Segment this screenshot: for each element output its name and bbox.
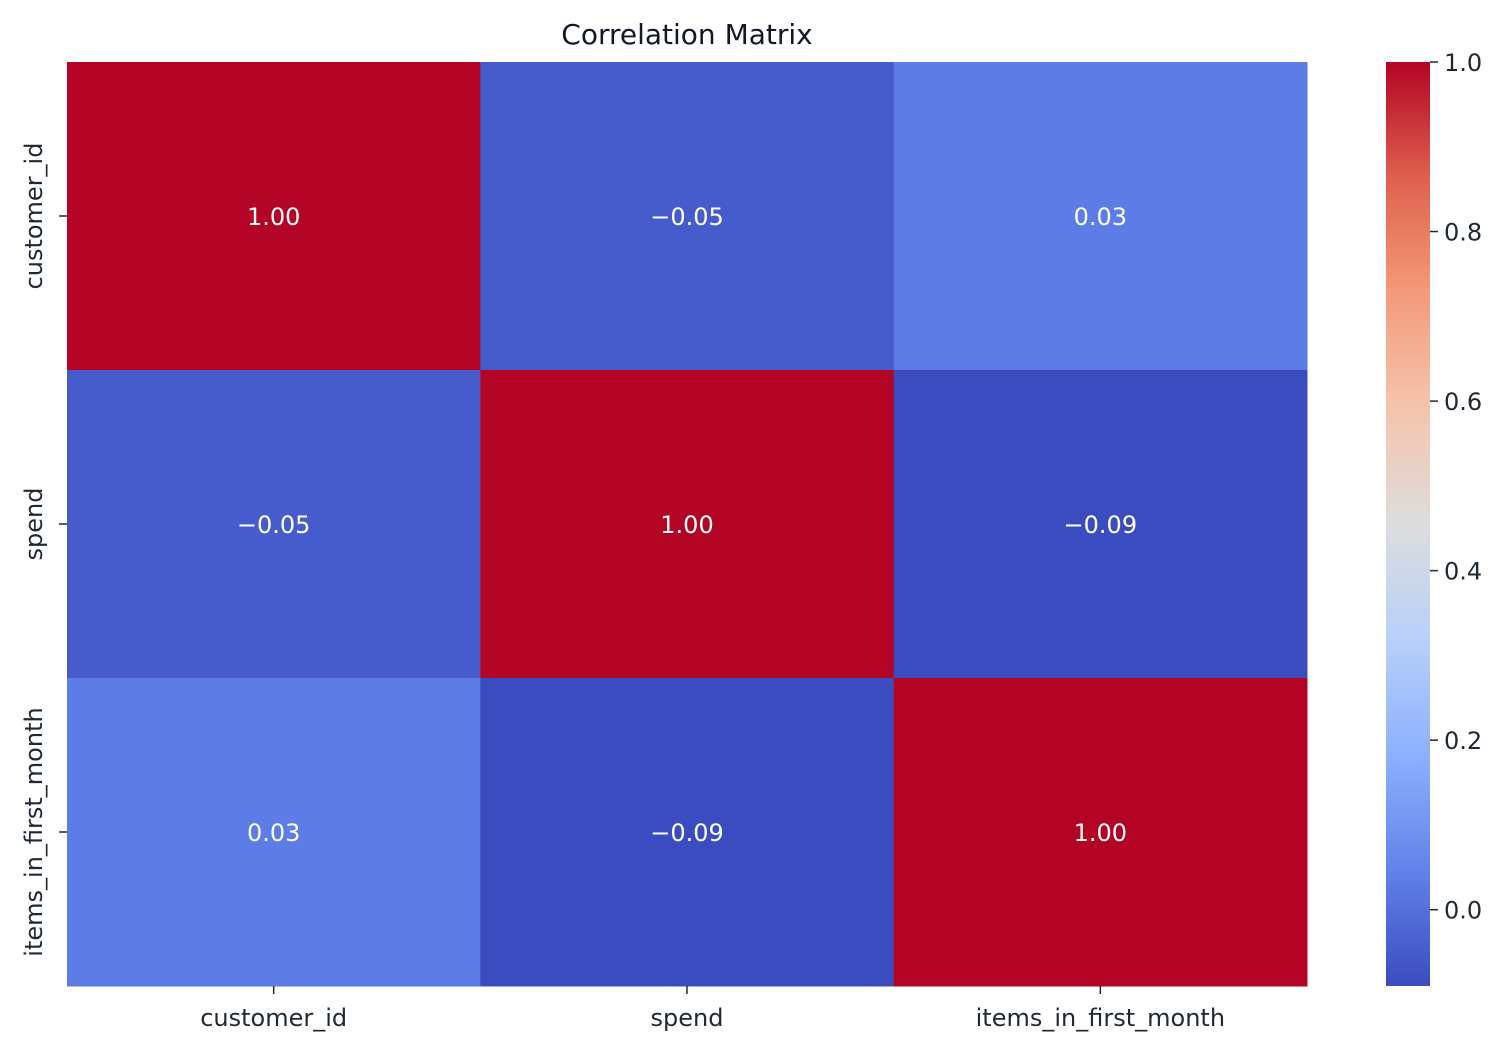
cell-value-label: 1.00: [247, 203, 300, 231]
heatmap-cell: [893, 62, 1308, 371]
cell-value-label: 0.03: [1074, 203, 1127, 231]
chart-title: Correlation Matrix: [561, 18, 812, 51]
x-tick-label: spend: [651, 1004, 724, 1032]
heatmap-cell: [67, 370, 481, 679]
y-tick-label: spend: [20, 488, 48, 561]
heatmap-cell: [480, 370, 895, 679]
colorbar-tick-label: 1.0: [1444, 49, 1482, 77]
cell-value-label: −0.05: [237, 511, 311, 539]
cell-value-label: 1.00: [660, 511, 713, 539]
x-tick-label: items_in_first_month: [976, 1004, 1225, 1032]
colorbar-tick-label: 0.2: [1444, 727, 1482, 755]
heatmap-cell: [480, 62, 895, 371]
cell-value-label: 0.03: [247, 819, 300, 847]
x-axis: customer_id spend items_in_first_month: [200, 986, 1225, 1032]
heatmap-cell: [893, 678, 1308, 987]
y-tick-label: customer_id: [20, 143, 48, 290]
cell-value-label: −0.05: [650, 203, 724, 231]
colorbar-tick-label: 0.0: [1444, 897, 1482, 925]
colorbar-tick-label: 0.4: [1444, 558, 1482, 586]
heatmap-cell: [67, 62, 481, 371]
colorbar-tick-label: 0.6: [1444, 388, 1482, 416]
heatmap-cell: [893, 370, 1308, 679]
colorbar-tick-label: 0.8: [1444, 219, 1482, 247]
heatmap-cell: [67, 678, 481, 987]
x-tick-label: customer_id: [200, 1004, 347, 1032]
y-tick-label: items_in_first_month: [20, 707, 48, 956]
cell-value-label: −0.09: [1064, 511, 1138, 539]
heatmap-cell-labels: 1.00 −0.05 0.03 −0.05 1.00 −0.09 0.03 −0.09 1.00: [237, 203, 1137, 847]
colorbar: 0.0 0.2 0.4 0.6 0.8 1.0: [1386, 49, 1482, 986]
cell-value-label: 1.00: [1074, 819, 1127, 847]
cell-value-label: −0.09: [650, 819, 724, 847]
heatmap-cells: [67, 62, 1308, 987]
colorbar-gradient: [1386, 62, 1430, 986]
heatmap-cell: [480, 678, 895, 987]
